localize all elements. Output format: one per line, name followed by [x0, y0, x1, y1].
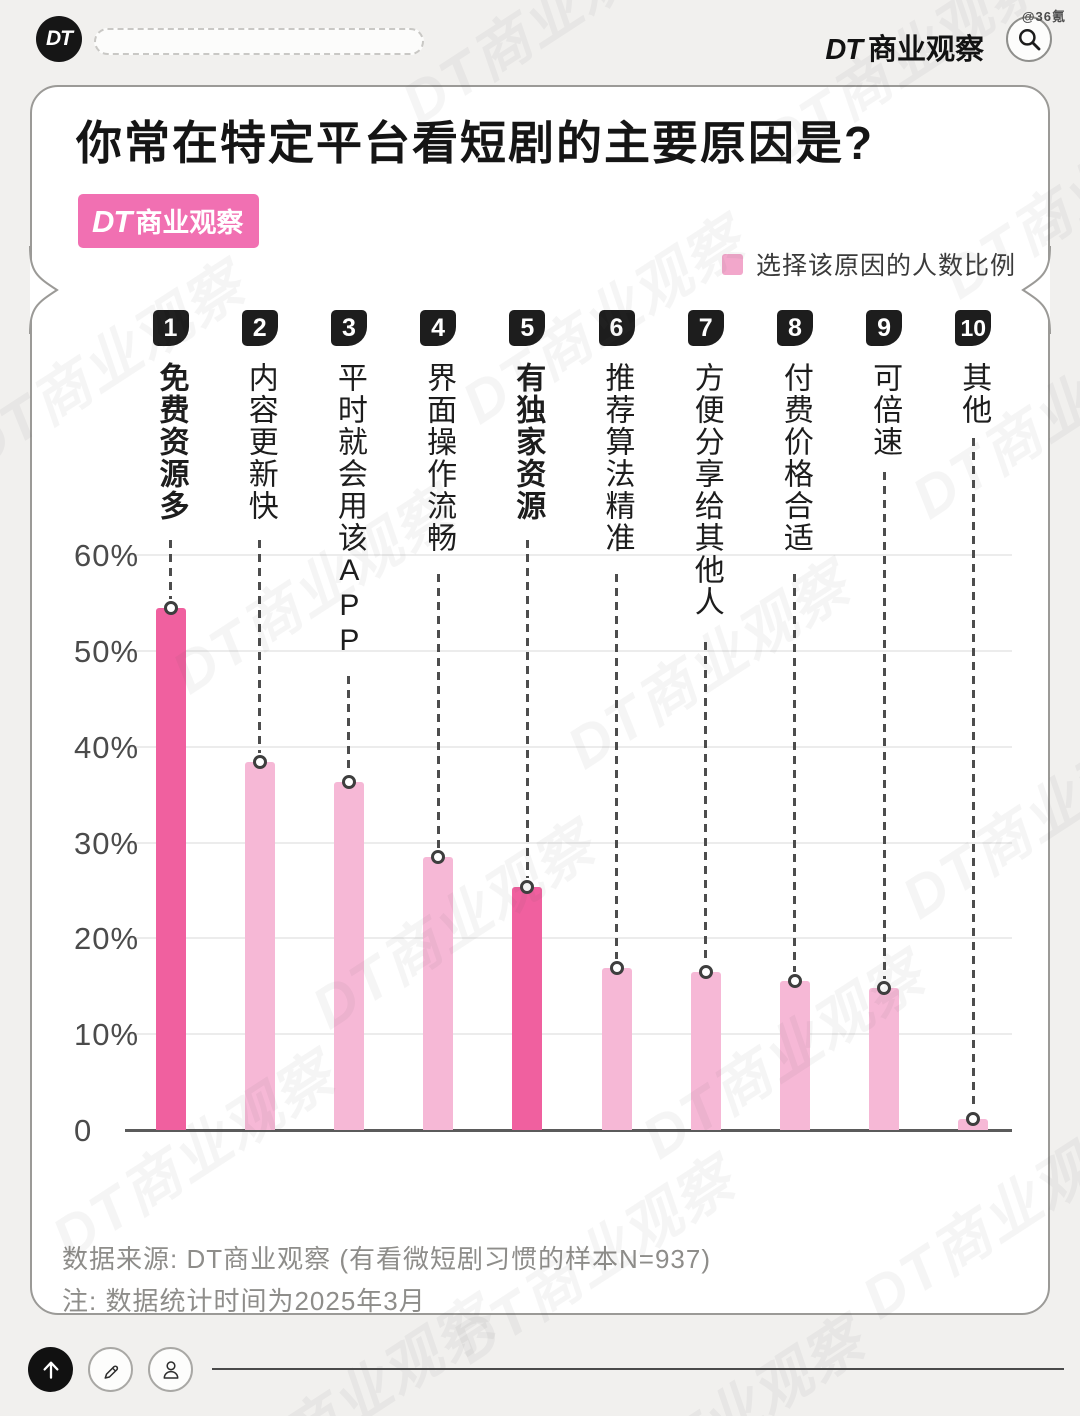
rank-badge: 1 [152, 310, 189, 346]
y-tick-label: 0 [74, 1113, 93, 1148]
search-icon [1018, 29, 1041, 51]
source-line: 数据来源: DT商业观察 (有看微短剧习惯的样本N=937) [62, 1244, 711, 1274]
category-label: 内容更新快 [243, 362, 277, 522]
gridline [125, 554, 1012, 557]
bar-value-marker [252, 755, 267, 770]
category-label: 其他 [957, 362, 991, 426]
up-arrow-icon [42, 1361, 59, 1379]
rank-badge: 4 [420, 310, 457, 346]
corner-watermark: @36氪 [1021, 9, 1066, 24]
rank-badge: 8 [776, 310, 813, 346]
bar [601, 968, 632, 1130]
brand-badge-dt: DT [92, 204, 132, 239]
category-label: 付费价格合适 [778, 362, 812, 554]
brand-badge-name: 商业观察 [135, 208, 244, 238]
rank-badge: 7 [687, 310, 724, 346]
category-label: 推荐算法精准 [600, 362, 634, 554]
brand-badge: DT 商业观察 [78, 194, 260, 248]
bar [155, 607, 186, 1130]
bar [423, 856, 454, 1130]
back-to-top-button[interactable] [28, 1347, 73, 1392]
rank-badge: 5 [509, 310, 546, 346]
connector-dashed-line [347, 676, 351, 774]
y-tick-label: 60% [74, 538, 140, 574]
bar [779, 980, 810, 1130]
category-label: 方便分享给其他人 [689, 362, 723, 618]
category-label: 可倍速 [868, 362, 902, 458]
header-brand-name: 商业观察 [867, 34, 984, 66]
rank-badge: 10 [955, 310, 992, 346]
bar-value-marker [877, 981, 892, 996]
gridline [125, 650, 1012, 652]
rank-badge: 2 [241, 310, 278, 346]
note-line: 注: 数据统计时间为2025年3月 [62, 1286, 426, 1316]
bar-value-marker [520, 879, 535, 894]
bar [512, 886, 543, 1130]
gridline [125, 1033, 1012, 1036]
connector-dashed-line [169, 540, 172, 599]
legend: 选择该原因的人数比例 [721, 246, 1016, 282]
header-input-placeholder[interactable] [94, 28, 424, 55]
y-tick-label: 10% [74, 1017, 140, 1053]
toolbar-divider [212, 1368, 1064, 1370]
x-axis-line [125, 1128, 1012, 1132]
bar [869, 988, 900, 1130]
connector-dashed-line [615, 574, 618, 960]
connector-dashed-line [258, 540, 262, 754]
connector-dashed-line [793, 574, 797, 972]
y-tick-label: 50% [74, 634, 140, 669]
data-source: 数据来源: DT商业观察 (有看微短剧习惯的样本N=937) 注: 数据统计时间… [62, 1238, 711, 1322]
dt-logo[interactable]: DT [36, 16, 82, 62]
bar-value-marker [341, 775, 356, 790]
search-button[interactable] [1006, 16, 1052, 62]
category-label: 有独家资源 [511, 362, 545, 522]
connector-dashed-line [436, 574, 440, 848]
y-tick-label: 20% [74, 921, 140, 957]
person-icon [163, 1360, 178, 1379]
bar-value-marker [698, 964, 713, 979]
bar [244, 762, 275, 1130]
edit-button[interactable] [88, 1347, 133, 1392]
bar [333, 782, 364, 1130]
chart-title: 你常在特定平台看短剧的主要原因是? [76, 117, 875, 169]
connector-dashed-line [971, 438, 975, 1110]
rank-badge: 6 [598, 310, 635, 346]
profile-button[interactable] [148, 1347, 193, 1392]
y-tick-label: 40% [74, 729, 140, 765]
bar-value-marker [966, 1111, 981, 1126]
y-tick-label: 30% [74, 825, 140, 861]
pencil-icon [104, 1365, 118, 1379]
category-label: 平时就会用该APP [332, 362, 366, 659]
bar [690, 971, 721, 1130]
bar-chart: 60% 50% 40% 30% 20% 10% 0 1 免费资源多 2 内容更新快 3 平时就会用该AP… [30, 85, 1050, 1315]
gridline [125, 841, 1012, 844]
gridline [125, 745, 1012, 748]
legend-label: 选择该原因的人数比例 [755, 252, 1016, 280]
connector-dashed-line [525, 540, 529, 878]
category-label: 界面操作流畅 [422, 362, 456, 554]
rank-badge: 3 [330, 310, 367, 346]
bar-value-marker [609, 961, 624, 976]
bar-value-marker [163, 600, 178, 615]
rank-badge: 9 [866, 310, 903, 346]
connector-dashed-line [704, 642, 708, 963]
bar-value-marker [787, 973, 802, 988]
header-brand: DT 商业观察 [825, 26, 984, 68]
gridline [125, 937, 1012, 940]
legend-swatch [721, 253, 743, 275]
connector-dashed-line [882, 472, 886, 980]
category-label: 免费资源多 [154, 362, 188, 522]
header-brand-dt: DT [825, 34, 863, 66]
bar-value-marker [431, 849, 446, 864]
